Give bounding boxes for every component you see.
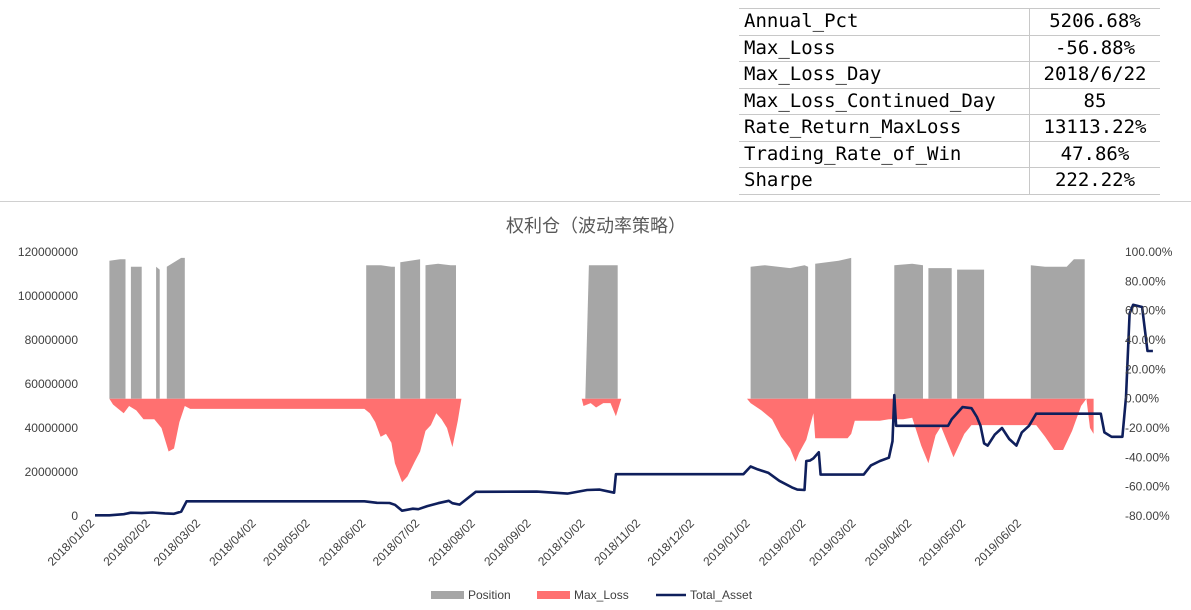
y-right-tick-label: 40.00% (1125, 333, 1166, 347)
position-area (894, 263, 923, 399)
stats-key: Max_Loss_Continued_Day (739, 88, 1030, 115)
y-right-tick-label: 60.00% (1125, 304, 1166, 318)
x-tick-label: 2018/10/02 (535, 516, 588, 569)
y-left-tick-label: 100000000 (18, 289, 78, 303)
stats-row: Max_Loss_Continued_Day 85 (739, 88, 1160, 115)
x-tick-label: 2018/08/02 (426, 516, 479, 569)
y-left-tick-label: 0 (71, 509, 78, 523)
x-tick-label: 2019/05/02 (916, 516, 969, 569)
stats-value: 13113.22% (1029, 114, 1160, 142)
stats-row: Sharpe 222.22% (739, 167, 1160, 195)
position-area (1030, 259, 1085, 399)
x-tick-label: 2019/06/02 (972, 516, 1025, 569)
y-left-tick-label: 80000000 (25, 333, 79, 347)
stats-row: Max_Loss_Day 2018/6/22 (739, 61, 1160, 89)
position-area (156, 266, 160, 399)
y-left-tick-label: 40000000 (25, 421, 79, 435)
stats-row: Annual_Pct 5206.68% (739, 8, 1160, 36)
section-divider (0, 201, 1191, 202)
x-tick-label: 2018/07/02 (370, 516, 423, 569)
y-left-tick-label: 120000000 (18, 245, 78, 259)
stats-key: Max_Loss_Day (739, 61, 1030, 89)
x-tick-label: 2018/04/02 (206, 516, 259, 569)
position-area (130, 266, 142, 399)
y-right-tick-label: -20.00% (1125, 421, 1170, 435)
x-tick-label: 2018/06/02 (316, 516, 369, 569)
stats-row: Max_Loss -56.88% (739, 35, 1160, 62)
position-area (166, 257, 185, 399)
position-area (366, 265, 395, 399)
y-right-tick-label: 0.00% (1125, 392, 1159, 406)
position-area (400, 259, 421, 399)
legend-swatch (431, 591, 464, 599)
legend-label: Max_Loss (574, 588, 629, 602)
legend-swatch (537, 591, 570, 599)
x-tick-label: 2018/11/02 (591, 516, 643, 568)
position-area (928, 268, 952, 399)
max-loss-area (109, 398, 1094, 483)
position-area (425, 263, 456, 399)
x-tick-label: 2018/03/02 (151, 516, 204, 569)
x-tick-label: 2018/09/02 (481, 516, 534, 569)
x-tick-label: 2019/02/02 (756, 516, 809, 569)
x-tick-label: 2018/05/02 (260, 516, 313, 569)
y-left-tick-label: 60000000 (25, 377, 79, 391)
position-area (957, 269, 985, 399)
position-area (815, 257, 852, 399)
legend-label: Total_Asset (690, 588, 753, 602)
stats-value: 47.86% (1029, 141, 1160, 168)
stats-value: 5206.68% (1029, 8, 1160, 36)
x-tick-label: 2018/02/02 (100, 516, 153, 569)
x-tick-label: 2019/03/02 (806, 516, 859, 569)
position-area (750, 265, 809, 399)
stats-key: Annual_Pct (739, 8, 1030, 36)
y-right-tick-label: -60.00% (1125, 480, 1170, 494)
position-area (585, 265, 618, 399)
stats-row: Trading_Rate_of_Win 47.86% (739, 141, 1160, 168)
y-right-tick-label: -80.00% (1125, 509, 1170, 523)
x-tick-label: 2019/01/02 (700, 516, 753, 569)
y-right-tick-label: 100.00% (1125, 245, 1173, 259)
legend-label: Position (468, 588, 511, 602)
y-left-tick-label: 20000000 (25, 465, 79, 479)
x-tick-label: 2019/04/02 (862, 516, 915, 569)
stats-value: 2018/6/22 (1029, 61, 1160, 89)
stats-key: Sharpe (739, 167, 1030, 195)
y-right-tick-label: -40.00% (1125, 450, 1170, 464)
stats-value: 85 (1029, 88, 1160, 115)
stats-value: 222.22% (1029, 167, 1160, 195)
stats-key: Trading_Rate_of_Win (739, 141, 1030, 168)
stats-key: Rate_Return_MaxLoss (739, 114, 1030, 142)
x-tick-label: 2018/01/02 (45, 516, 98, 569)
stats-table: Annual_Pct 5206.68% Max_Loss -56.88% Max_Los… (739, 8, 1160, 195)
x-tick-label: 2018/12/02 (645, 516, 698, 569)
position-area (109, 259, 126, 399)
chart-title: 权利仓（波动率策略） (506, 216, 686, 237)
stats-row: Rate_Return_MaxLoss 13113.22% (739, 114, 1160, 142)
stats-key: Max_Loss (739, 35, 1030, 62)
y-right-tick-label: 80.00% (1125, 274, 1166, 288)
stats-value: -56.88% (1029, 35, 1160, 62)
total-asset-line (95, 303, 1153, 517)
y-right-tick-label: 20.00% (1125, 362, 1166, 376)
